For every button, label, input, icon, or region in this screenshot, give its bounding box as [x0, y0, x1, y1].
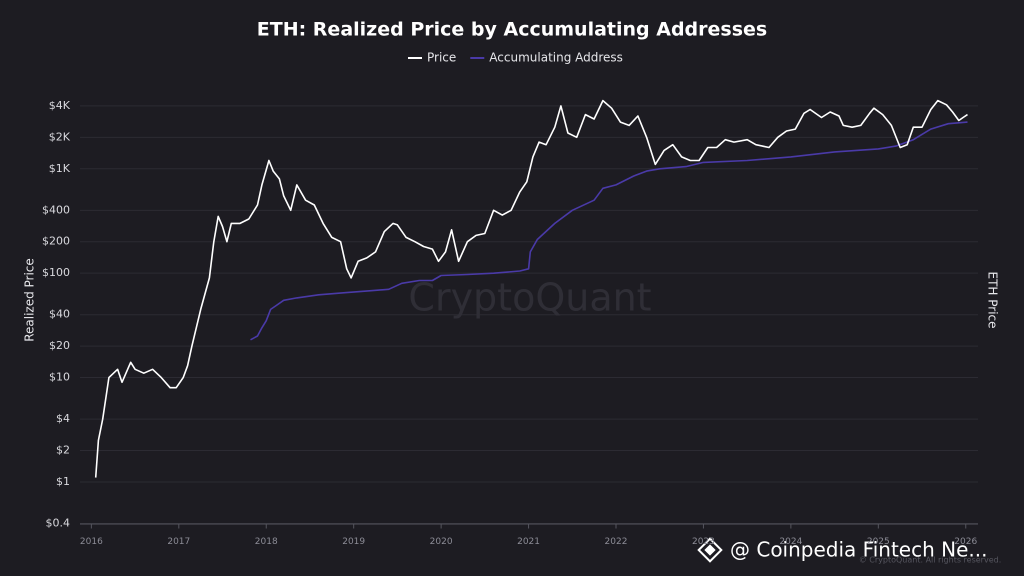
y-tick-label: $1K [49, 162, 71, 175]
grid [80, 105, 978, 524]
x-tick-label: 2022 [605, 537, 628, 547]
x-tick-label: 2017 [167, 537, 190, 547]
overlay-text: @ Coinpedia Fintech Ne... [730, 538, 987, 562]
y2-axis-label: ETH Price [986, 271, 1000, 328]
x-tick-label: 2018 [255, 537, 278, 547]
copyright: © CryptoQuant. All rights reserved. [859, 556, 1001, 565]
y-tick-label: $4K [49, 99, 71, 112]
y-tick-label: $2 [56, 444, 70, 457]
y-tick-label: $200 [42, 235, 70, 248]
y-axis-label: Realized Price [23, 258, 37, 342]
x-tick-label: 2019 [342, 537, 365, 547]
y-tick-label: $400 [42, 203, 70, 216]
watermark: CryptoQuant [408, 276, 651, 320]
y-tick-label: $4 [56, 412, 70, 425]
overlay-logo [697, 537, 723, 563]
y-tick-label: $40 [49, 308, 70, 321]
x-tick-label: 2021 [517, 537, 540, 547]
x-tick-label: 2025 [867, 537, 890, 547]
legend-label: Price [427, 51, 456, 65]
x-tick-label: 2016 [80, 537, 103, 547]
y-tick-label: $20 [49, 339, 70, 352]
x-tick-label: 2026 [954, 537, 977, 547]
legend-label: Accumulating Address [489, 51, 623, 65]
chart-title: ETH: Realized Price by Accumulating Addr… [257, 19, 767, 41]
y-tick-label: $100 [42, 266, 70, 279]
series-line [250, 121, 968, 341]
y-tick-label: $1 [56, 475, 70, 488]
y-tick-label: $2K [49, 130, 71, 143]
y-tick-label: $0.4 [46, 517, 71, 530]
x-tick-label: 2024 [779, 537, 802, 547]
y-tick-label: $10 [49, 371, 70, 384]
x-tick-label: 2020 [430, 537, 453, 547]
x-tick-label: 2023 [692, 537, 715, 547]
series-line [94, 99, 968, 478]
